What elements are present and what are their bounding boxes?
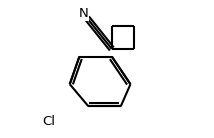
Text: Cl: Cl: [43, 115, 56, 128]
Text: N: N: [79, 7, 88, 20]
